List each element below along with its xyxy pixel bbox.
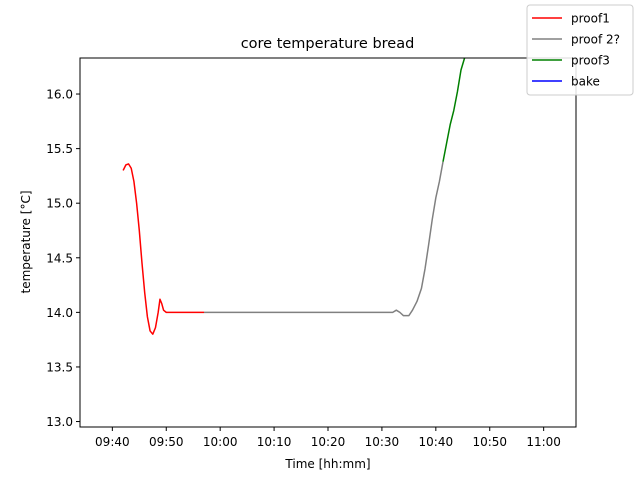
legend-label-0: proof1 — [571, 12, 610, 26]
x-tick-label: 11:00 — [526, 435, 561, 449]
y-tick-label: 14.5 — [46, 251, 73, 265]
plot-lines — [122, 57, 466, 335]
y-tick-label: 14.0 — [46, 306, 73, 320]
y-tick-label: 16.0 — [46, 88, 73, 102]
y-tick-label: 13.0 — [46, 415, 73, 429]
series-line-1 — [204, 161, 444, 317]
y-axis: 13.0 13.5 14.0 14.5 15.0 15.5 16.0 — [46, 88, 80, 429]
y-axis-label: temperature [°C] — [19, 191, 33, 294]
y-tick-label: 15.5 — [46, 142, 73, 156]
y-tick-label: 13.5 — [46, 360, 73, 374]
chart-title: core temperature bread — [241, 36, 415, 52]
x-tick-label: 09:40 — [95, 435, 130, 449]
x-axis: 09:40 09:50 10:00 10:10 10:20 10:30 10:40 10:50… — [95, 427, 561, 449]
series-line-0 — [122, 163, 204, 335]
x-axis-label: Time [hh:mm] — [284, 457, 370, 471]
legend-label-3: bake — [571, 75, 600, 89]
x-tick-label: 10:50 — [472, 435, 507, 449]
series-line-2 — [442, 57, 466, 162]
plot-frame — [79, 57, 577, 428]
x-tick-label: 10:10 — [257, 435, 292, 449]
x-tick-label: 10:00 — [203, 435, 238, 449]
x-tick-label: 10:30 — [365, 435, 400, 449]
legend-label-1: proof 2? — [571, 33, 620, 47]
x-tick-label: 10:20 — [311, 435, 346, 449]
legend: proof1 proof 2? proof3 bake — [526, 4, 634, 96]
legend-label-2: proof3 — [571, 54, 610, 68]
legend-box — [526, 4, 634, 96]
y-tick-label: 15.0 — [46, 197, 73, 211]
x-tick-label: 09:50 — [149, 435, 184, 449]
x-tick-label: 10:40 — [419, 435, 454, 449]
